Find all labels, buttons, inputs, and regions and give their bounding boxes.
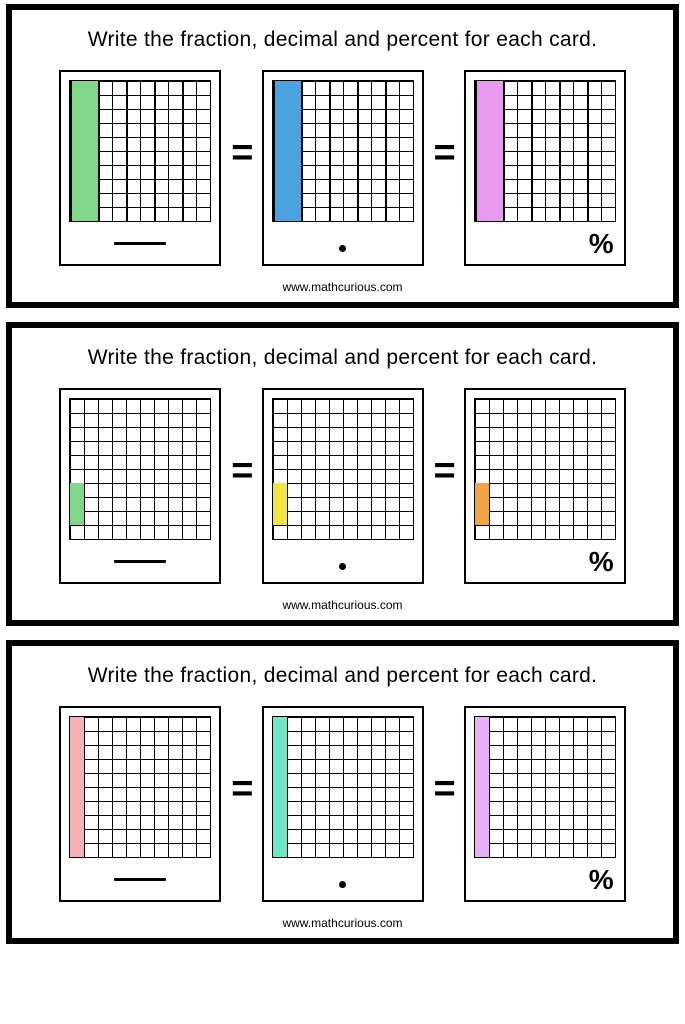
percent-icon: % xyxy=(589,864,614,896)
decimal-card xyxy=(262,388,424,584)
percent-answer-area[interactable]: % xyxy=(466,222,624,264)
grid-area xyxy=(61,390,219,540)
shaded-region xyxy=(475,81,503,221)
hundred-grid xyxy=(69,80,211,222)
instruction-text: Write the fraction, decimal and percent … xyxy=(30,346,655,370)
percent-icon: % xyxy=(589,228,614,260)
shaded-region xyxy=(273,717,287,857)
percent-card: % xyxy=(464,388,626,584)
percent-answer-area[interactable]: % xyxy=(466,858,624,900)
grid-area xyxy=(264,708,422,858)
fraction-card xyxy=(59,388,221,584)
decimal-card xyxy=(262,70,424,266)
grid-area xyxy=(466,708,624,858)
grid-area xyxy=(264,72,422,222)
fraction-answer-area[interactable] xyxy=(61,222,219,264)
equals-icon: = xyxy=(432,450,456,493)
decimal-card xyxy=(262,706,424,902)
percent-card: % xyxy=(464,70,626,266)
hundred-grid xyxy=(474,80,616,222)
hundred-grid xyxy=(272,80,414,222)
equals-icon: = xyxy=(229,768,253,811)
cards-row: = =% xyxy=(30,388,655,584)
hundred-grid xyxy=(474,716,616,858)
percent-card: % xyxy=(464,706,626,902)
fraction-answer-area[interactable] xyxy=(61,858,219,900)
equals-icon: = xyxy=(229,450,253,493)
worksheet-panel: Write the fraction, decimal and percent … xyxy=(6,322,679,626)
hundred-grid xyxy=(272,716,414,858)
cards-row: = =% xyxy=(30,70,655,266)
attribution-text: www.mathcurious.com xyxy=(30,916,655,930)
worksheet-panel: Write the fraction, decimal and percent … xyxy=(6,4,679,308)
fraction-answer-area[interactable] xyxy=(61,540,219,582)
decimal-point-icon xyxy=(339,245,346,252)
grid-area xyxy=(264,390,422,540)
attribution-text: www.mathcurious.com xyxy=(30,280,655,294)
percent-answer-area[interactable]: % xyxy=(466,540,624,582)
shaded-region xyxy=(70,483,84,525)
shaded-region xyxy=(475,717,489,857)
fraction-card xyxy=(59,70,221,266)
hundred-grid xyxy=(69,716,211,858)
worksheet-panel: Write the fraction, decimal and percent … xyxy=(6,640,679,944)
fraction-bar-icon xyxy=(114,560,166,563)
shaded-region xyxy=(70,717,84,857)
hundred-grid xyxy=(69,398,211,540)
fraction-bar-icon xyxy=(114,242,166,245)
shaded-region xyxy=(70,81,98,221)
shaded-region xyxy=(475,483,489,525)
equals-icon: = xyxy=(432,768,456,811)
fraction-card xyxy=(59,706,221,902)
decimal-answer-area[interactable] xyxy=(264,540,422,582)
decimal-point-icon xyxy=(339,881,346,888)
grid-area xyxy=(61,708,219,858)
attribution-text: www.mathcurious.com xyxy=(30,598,655,612)
decimal-answer-area[interactable] xyxy=(264,858,422,900)
hundred-grid xyxy=(474,398,616,540)
decimal-answer-area[interactable] xyxy=(264,222,422,264)
fraction-bar-icon xyxy=(114,878,166,881)
grid-area xyxy=(466,390,624,540)
percent-icon: % xyxy=(589,546,614,578)
shaded-region xyxy=(273,81,301,221)
instruction-text: Write the fraction, decimal and percent … xyxy=(30,664,655,688)
equals-icon: = xyxy=(229,132,253,175)
instruction-text: Write the fraction, decimal and percent … xyxy=(30,28,655,52)
equals-icon: = xyxy=(432,132,456,175)
decimal-point-icon xyxy=(339,563,346,570)
grid-area xyxy=(466,72,624,222)
cards-row: = =% xyxy=(30,706,655,902)
grid-area xyxy=(61,72,219,222)
shaded-region xyxy=(273,483,287,525)
hundred-grid xyxy=(272,398,414,540)
